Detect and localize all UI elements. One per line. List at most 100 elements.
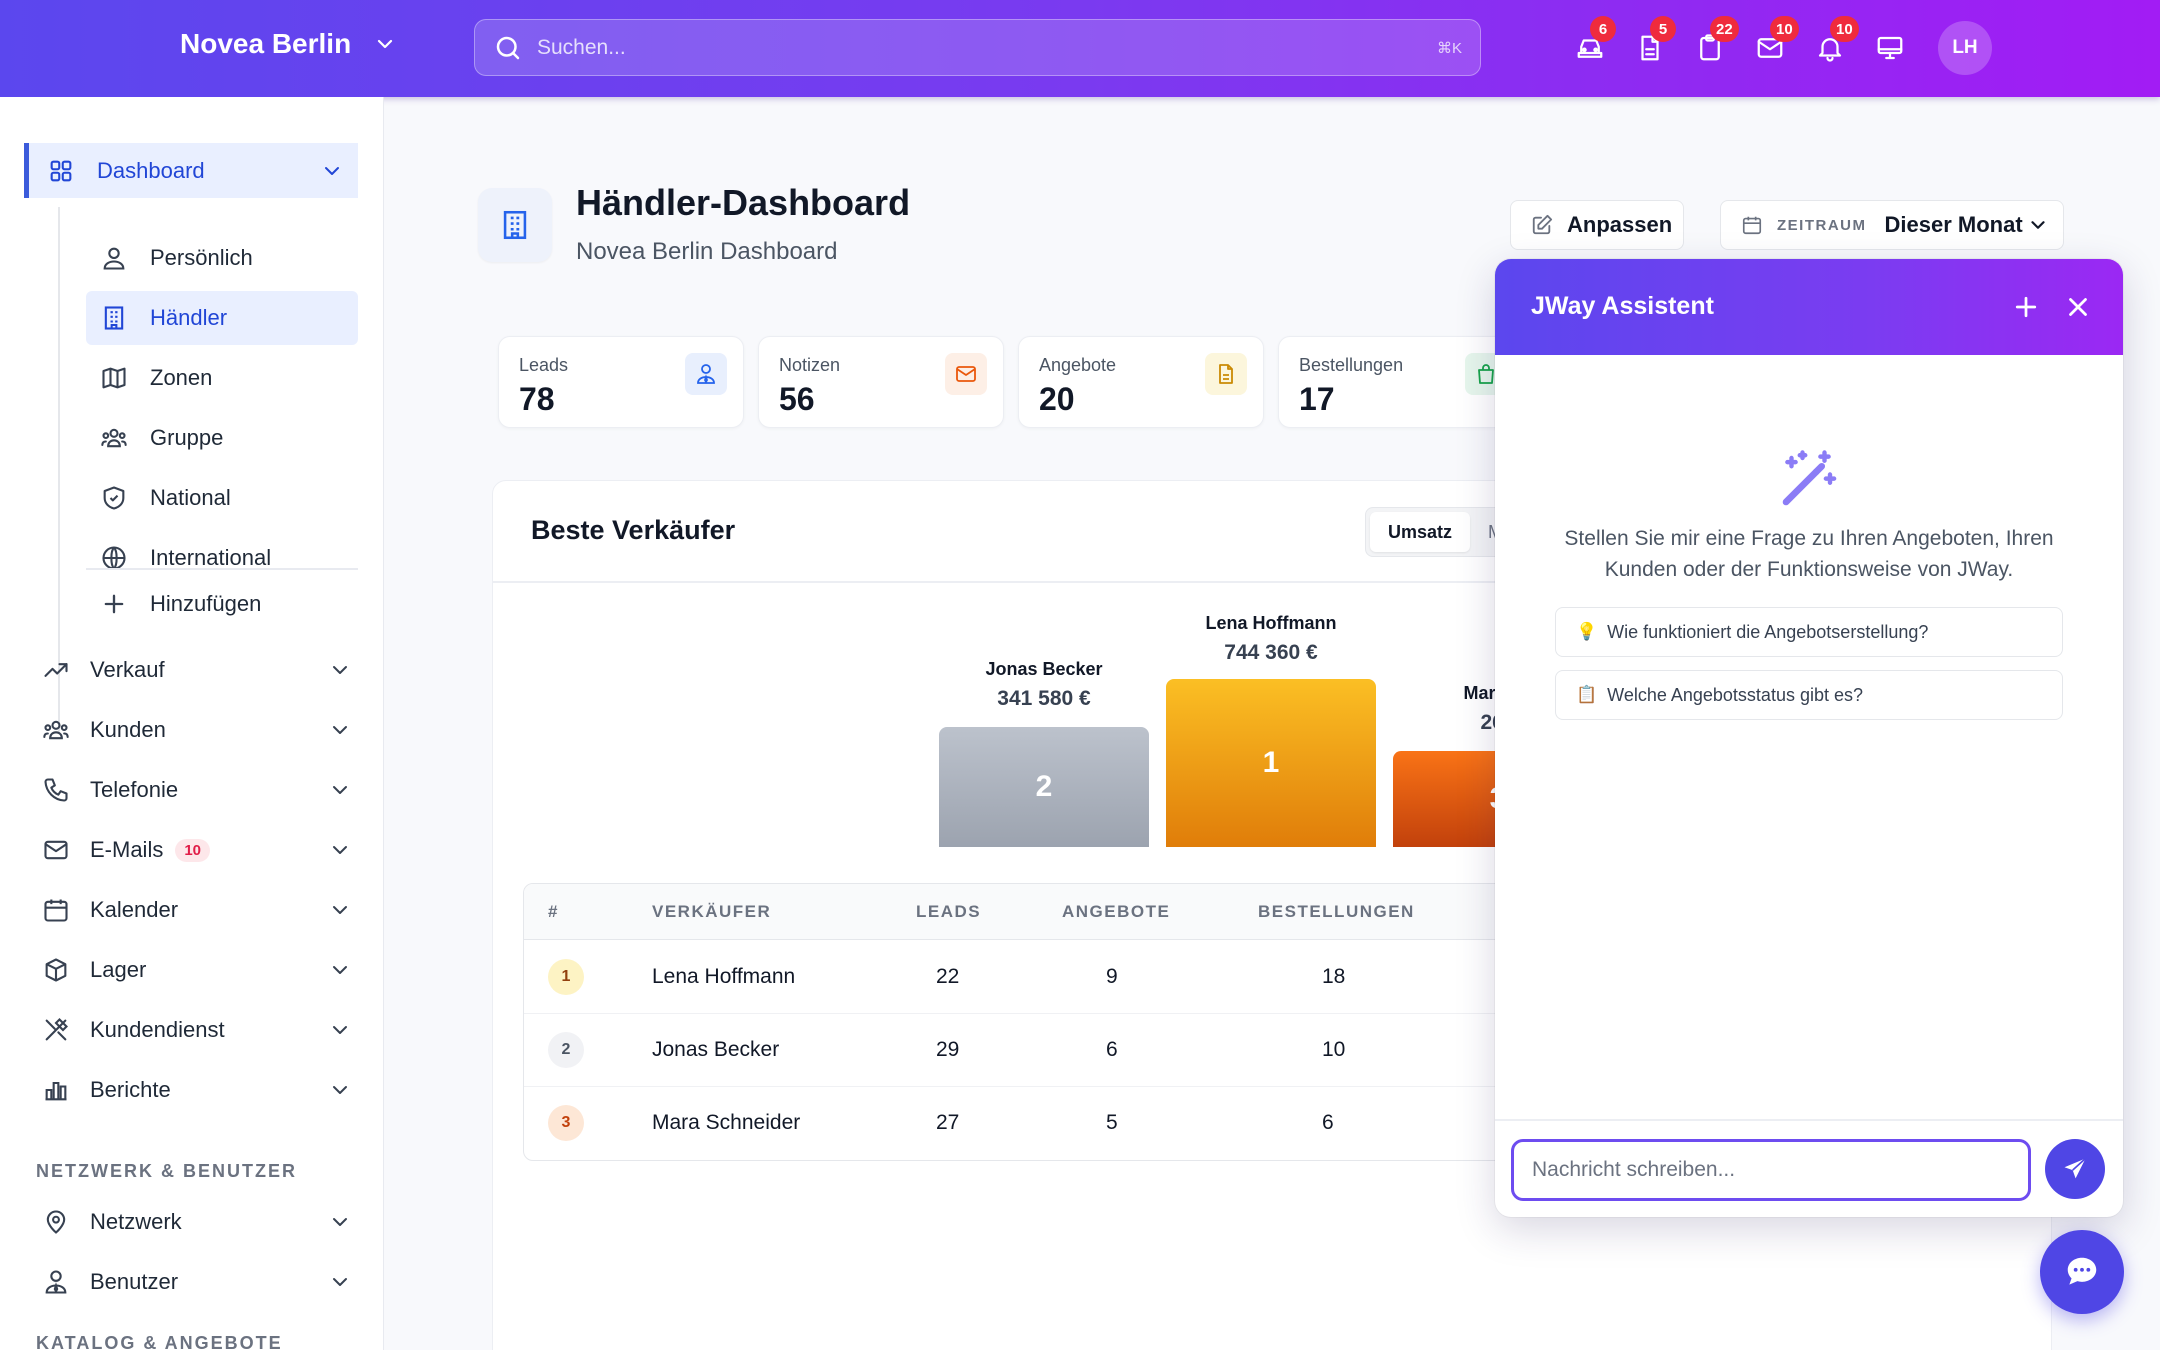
calendar-icon [1742,216,1762,235]
top-bar: Novea Berlin Suchen... ⌘K 6 5 22 10 10 [0,0,2160,97]
lightbulb-icon: 💡 [1576,622,1598,641]
stat-label: Notizen [779,355,841,375]
section-heading: KATALOG & ANGEBOTE [36,1333,283,1350]
column-header: ANGEBOTE [1062,902,1171,921]
magic-wand-icon [1782,450,1837,506]
sidebar-item-gruppe[interactable]: Gruppe [86,411,358,465]
assistant-panel: JWay Assistent Stellen Sie mir eine Frag… [1495,259,2123,1217]
monitor-icon [1877,36,1903,60]
stat-label: Leads [519,355,569,375]
stat-value: 78 [519,381,555,417]
mail-icon [1757,38,1783,58]
stat-label: Angebote [1039,355,1117,375]
sidebar-item-telefonie[interactable]: Telefonie [42,762,352,818]
stat-card-angebote[interactable]: Angebote 20 [1018,336,1264,428]
column-header: LEADS [916,902,982,921]
chevron-down-icon [333,1026,347,1034]
sidebar-item-hinzufuegen[interactable]: Hinzufügen [86,577,358,631]
leads-value: 29 [936,1038,960,1061]
suggestion-text: Welche Angebotsstatus gibt es? [1607,684,1864,705]
chevron-down-icon [333,666,347,674]
podium-value: 744 360 € [1224,641,1318,664]
documents-button[interactable]: 5 [1630,16,1676,72]
search-placeholder: Suchen... [537,35,626,59]
stat-value: 17 [1299,381,1335,417]
sidebar-item-label: Netzwerk [90,1209,182,1234]
seller-name: Mara Schneider [652,1111,801,1134]
building-icon [503,210,527,240]
users-icon [43,720,69,740]
message-input[interactable]: Nachricht schreiben... [1511,1139,2031,1201]
mail-button[interactable]: 10 [1750,16,1799,72]
search-icon [496,36,520,59]
period-select[interactable]: ZEITRAUM Dieser Monat [1720,200,2064,250]
brand-name: Novea Berlin [180,28,352,59]
card-title: Beste Verkäufer [531,515,736,545]
stat-icon-box [685,353,727,395]
user-avatar[interactable]: LH [1938,21,1992,75]
sidebar-item-berichte[interactable]: Berichte [42,1062,352,1118]
phone-icon [44,778,68,802]
sidebar-item-label: Dashboard [97,157,205,183]
customize-button[interactable]: Anpassen [1510,200,1684,250]
display-button[interactable] [1870,24,1910,72]
stat-icon-box [945,353,987,395]
car-button[interactable]: 6 [1570,16,1616,72]
new-chat-icon[interactable] [2011,292,2041,322]
send-button[interactable] [2045,1139,2105,1199]
podium-bar: 1 [1166,679,1376,847]
stat-card-leads[interactable]: Leads 78 [498,336,744,428]
table-row[interactable]: 1 Lena Hoffmann 22 9 18 [524,941,2022,1014]
sidebar-item-zonen[interactable]: Zonen [86,351,358,405]
suggestion-chip[interactable]: 💡 Wie funktioniert die Angebotserstellun… [1555,607,2063,657]
stat-card-bestellungen[interactable]: Bestellungen 17 [1278,336,1524,428]
sidebar-item-label: Berichte [90,1077,171,1102]
sidebar-item-netzwerk[interactable]: Netzwerk [42,1194,352,1250]
sidebar-item-national[interactable]: National [86,471,358,525]
column-header: BESTELLUNGEN [1258,902,1415,921]
sidebar-item-lager[interactable]: Lager [42,942,352,998]
sidebar-item-persoenlich[interactable]: Persönlich [86,231,358,285]
podium-name: Jonas Becker [985,659,1103,679]
notifications-button[interactable]: 10 [1810,16,1859,72]
sidebar-item-international[interactable]: International [86,531,358,585]
suggestion-chip[interactable]: 📋 Welche Angebotsstatus gibt es? [1555,670,2063,720]
table-row[interactable]: 2 Jonas Becker 29 6 10 [524,1014,2022,1087]
car-icon [1577,39,1603,58]
sidebar-item-dashboard[interactable]: Dashboard [24,143,358,198]
search-input[interactable]: Suchen... ⌘K [474,19,1481,76]
table-row[interactable]: 3 Mara Schneider 27 5 6 [524,1087,2022,1160]
sidebar-item-kundendienst[interactable]: Kundendienst [42,1002,352,1058]
sidebar-item-benutzer[interactable]: Benutzer [42,1254,352,1310]
chat-launcher-button[interactable] [2040,1230,2124,1314]
box-icon [45,958,67,982]
sidebar-item-verkauf[interactable]: Verkauf [42,642,352,698]
tab-umsatz[interactable]: Umsatz [1370,512,1471,552]
leads-value: 27 [936,1111,960,1134]
podium-first: Lena Hoffmann 744 360 € 1 [1166,613,1376,847]
stat-card-notizen[interactable]: Notizen 56 [758,336,1004,428]
section-heading: NETZWERK & BENUTZER [36,1161,297,1181]
chevron-down-icon [333,906,347,914]
sidebar-item-kunden[interactable]: Kunden [42,702,352,758]
stat-value: 56 [779,381,815,417]
podium-second: Jonas Becker 341 580 € 2 [939,659,1149,847]
seller-name: Lena Hoffmann [652,965,796,988]
workspace-switcher[interactable]: Novea Berlin [180,28,397,60]
sidebar-item-label: Händler [150,305,228,330]
tasks-button[interactable]: 22 [1690,16,1739,72]
sidebar-item-label: Kunden [90,717,166,742]
trending-up-icon [44,663,68,677]
offers-value: 6 [1106,1038,1118,1061]
chevron-down-icon [333,1218,347,1226]
orders-value: 18 [1322,965,1346,988]
search-shortcut: ⌘K [1436,40,1462,57]
sidebar-item-label: E-Mails [90,837,164,862]
chevron-down-icon [2031,221,2045,229]
sidebar-item-emails[interactable]: E-Mails 10 [42,822,352,878]
tools-icon [45,1018,68,1041]
sidebar-item-kalender[interactable]: Kalender [42,882,352,938]
sidebar-item-haendler[interactable]: Händler [86,291,358,345]
map-pin-icon [46,1210,66,1234]
close-icon[interactable] [2063,292,2093,322]
